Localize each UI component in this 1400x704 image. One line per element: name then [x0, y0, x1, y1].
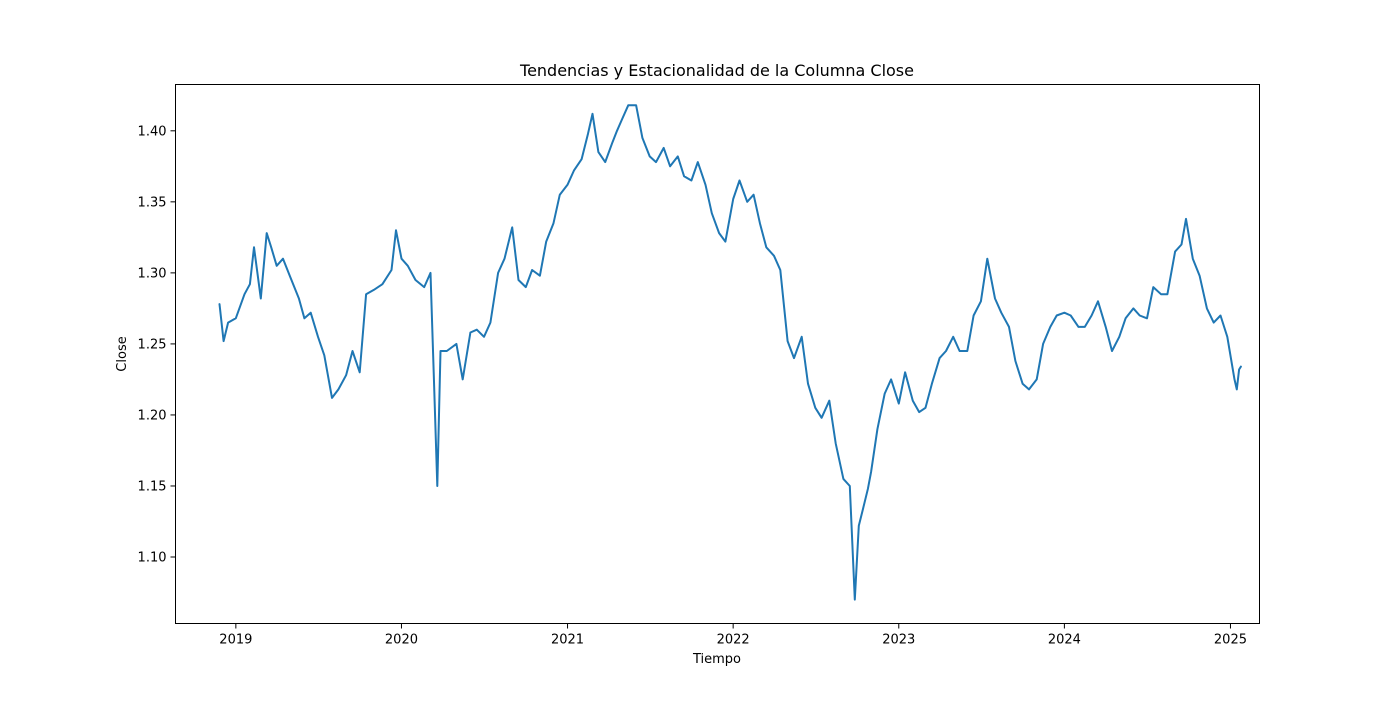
- y-tick-label: 1.15: [138, 479, 167, 494]
- chart-title: Tendencias y Estacionalidad de la Column…: [519, 61, 914, 80]
- x-tick-label: 2022: [717, 633, 750, 648]
- plot-frame: [175, 84, 1260, 624]
- x-tick-label: 2023: [882, 633, 915, 648]
- y-axis: 1.10 1.15 1.20 1.25 1.30 1.35 1.40: [138, 124, 176, 566]
- y-tick-label: 1.30: [138, 266, 167, 281]
- x-tick-label: 2025: [1214, 633, 1247, 648]
- x-tick-label: 2024: [1048, 633, 1081, 648]
- y-tick-label: 1.20: [138, 408, 167, 423]
- x-axis-label: Tiempo: [692, 652, 741, 667]
- x-tick-label: 2021: [551, 633, 584, 648]
- y-tick-label: 1.40: [138, 124, 167, 139]
- close-series-line: [218, 104, 1242, 601]
- x-axis: 2019 2020 2021 2022 2023 2024 2025: [219, 623, 1247, 648]
- y-tick-label: 1.35: [138, 195, 167, 210]
- x-tick-label: 2019: [219, 633, 252, 648]
- y-tick-label: 1.10: [138, 551, 167, 566]
- x-tick-label: 2020: [385, 633, 418, 648]
- y-tick-label: 1.25: [138, 337, 167, 352]
- y-axis-label: Close: [115, 336, 130, 371]
